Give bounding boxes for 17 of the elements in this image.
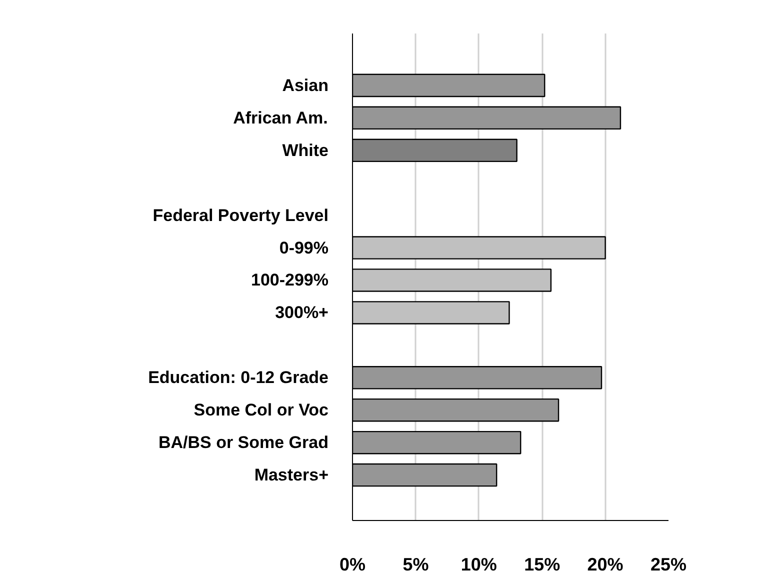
y-tick-label: Masters+ [254, 466, 329, 485]
y-tick-label: 300%+ [275, 303, 329, 322]
x-tick-label: 0% [339, 554, 366, 574]
y-tick-label: 0-99% [279, 238, 328, 258]
x-tick-label: 25% [650, 554, 687, 574]
x-tick-label: 5% [402, 554, 429, 574]
y-tick-label: African Am. [233, 108, 328, 128]
y-tick-label: White [282, 140, 329, 160]
x-tick-label: 20% [587, 554, 624, 574]
y-tick-label: BA/BS or Some Grad [158, 433, 329, 452]
x-tick-label: 10% [460, 554, 497, 574]
y-tick-label: Some Col or Voc [194, 400, 328, 420]
x-tick-label: 15% [524, 554, 560, 574]
y-tick-label: 100-299% [250, 270, 329, 290]
y-tick-label: Education: 0-12 Grade [148, 368, 329, 388]
y-tick-label: Federal Poverty Level [152, 206, 329, 225]
y-tick-label: Asian [282, 76, 329, 95]
